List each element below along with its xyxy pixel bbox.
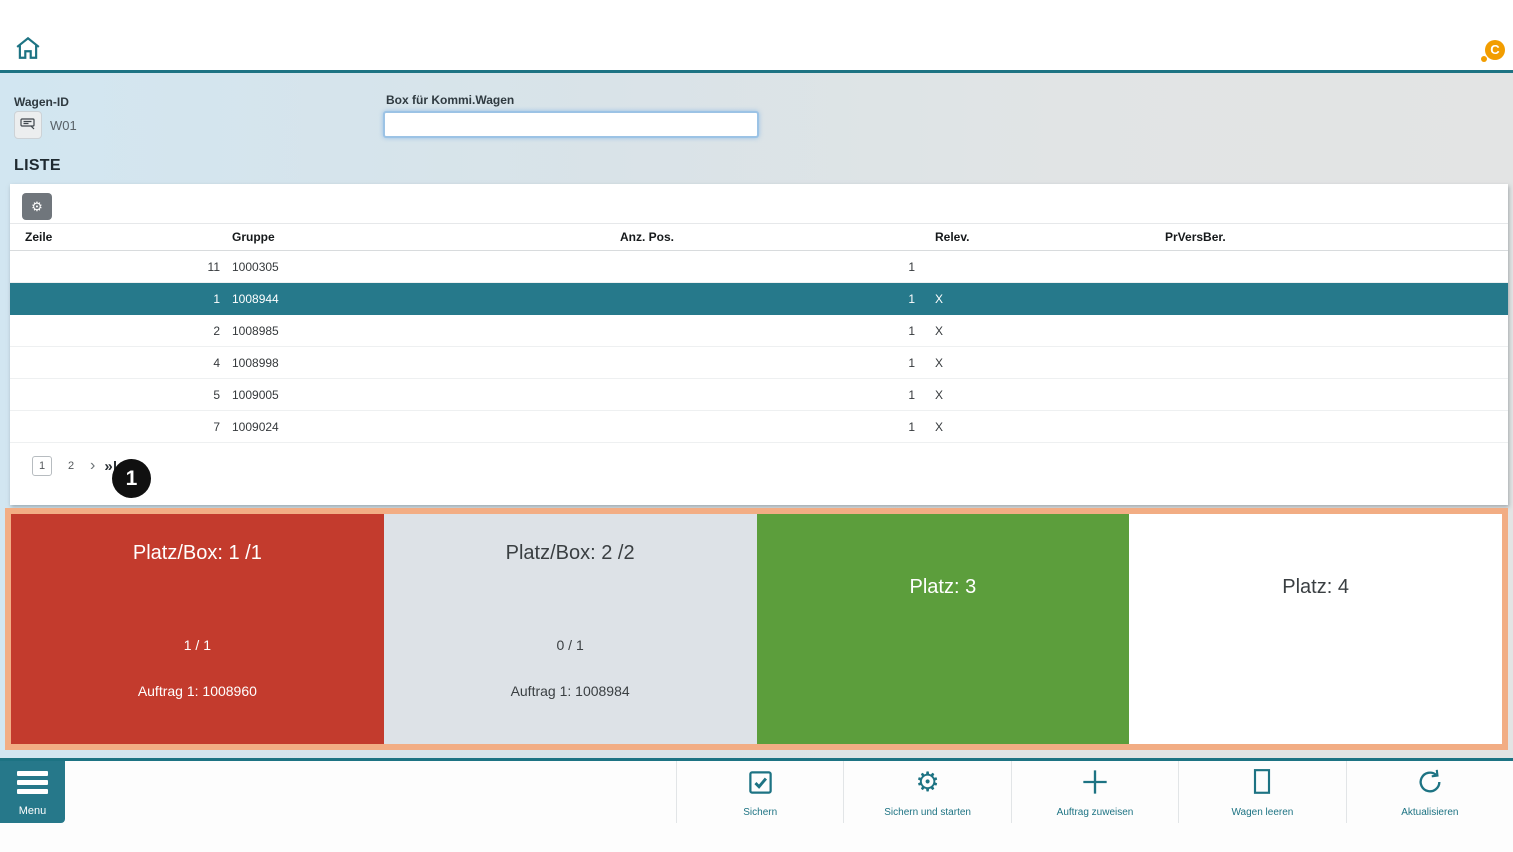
cell-zeile: 2 (213, 323, 220, 338)
list-table-panel: ⚙ Zeile Gruppe Anz. Pos. Relev. PrVersBe… (10, 184, 1508, 505)
cell-anz-pos: 1 (908, 291, 915, 306)
column-header-prversber[interactable]: PrVersBer. (1165, 230, 1226, 244)
hamburger-icon (17, 771, 48, 798)
table-row[interactable]: 11 1000305 1 (10, 251, 1508, 283)
cell-zeile: 7 (213, 419, 220, 434)
cell-relev: X (935, 355, 944, 370)
cell-anz-pos: 1 (908, 259, 915, 274)
slots-container: Platz/Box: 1 /1 1 / 1 Auftrag 1: 1008960… (5, 508, 1508, 750)
slot-auftrag: Auftrag 1: 1008960 (137, 683, 257, 699)
cell-zeile: 5 (213, 387, 220, 402)
home-button[interactable] (14, 36, 42, 62)
home-icon (15, 36, 41, 63)
last-page-icon[interactable]: » (104, 458, 116, 475)
list-title: LISTE (14, 157, 61, 174)
wagen-leeren-button[interactable]: Wagen leeren (1178, 761, 1345, 823)
action-button-group: Sichern ⚙ Sichern und starten Auftrag zu… (676, 761, 1513, 823)
auftrag-zuweisen-button[interactable]: Auftrag zuweisen (1010, 761, 1178, 823)
slot-title: Platz: 4 (1282, 576, 1349, 598)
logo-c-icon: C (1485, 40, 1505, 60)
table-settings-button[interactable]: ⚙ (22, 193, 52, 220)
cell-zeile: 1 (213, 291, 220, 306)
gear-icon: ⚙ (915, 767, 940, 797)
slot-platz-4[interactable]: Platz: 4 (1129, 514, 1502, 744)
slot-progress: 1 / 1 (183, 637, 211, 653)
cell-relev: X (935, 419, 944, 434)
cell-gruppe: 1000305 (232, 259, 279, 274)
slot-auftrag: Auftrag 1: 1008984 (510, 683, 630, 699)
next-page-icon[interactable]: › (90, 457, 96, 474)
cell-zeile: 4 (213, 355, 220, 370)
cell-gruppe: 1008985 (232, 323, 279, 338)
brand-logo: C (1481, 40, 1505, 62)
pagination: 1 2 › » (32, 456, 1508, 476)
page-2-button[interactable]: 2 (61, 456, 81, 476)
refresh-icon (1416, 766, 1444, 798)
logo-dot-icon (1481, 56, 1487, 62)
cell-anz-pos: 1 (908, 323, 915, 338)
table-row[interactable]: 2 1008985 1 X (10, 315, 1508, 347)
sichern-und-starten-button[interactable]: ⚙ Sichern und starten (843, 761, 1010, 823)
cell-gruppe: 1008998 (232, 355, 279, 370)
cell-anz-pos: 1 (908, 387, 915, 402)
menu-label: Menu (18, 805, 47, 817)
table-toolbar: ⚙ (10, 184, 1508, 224)
scanner-icon (20, 117, 36, 133)
table-row[interactable]: 4 1008998 1 X (10, 347, 1508, 379)
sichern-button[interactable]: Sichern (676, 761, 843, 823)
table-row[interactable]: 7 1009024 1 X (10, 411, 1508, 443)
bottom-toolbar: Menu Sichern ⚙ Sichern und starten (0, 758, 1513, 852)
empty-box-icon (1250, 766, 1274, 798)
table-header-row: Zeile Gruppe Anz. Pos. Relev. PrVersBer. (10, 224, 1508, 251)
cell-anz-pos: 1 (908, 355, 915, 370)
cell-anz-pos: 1 (908, 419, 915, 434)
top-bar: C (0, 0, 1513, 70)
slot-title: Platz/Box: 1 /1 (132, 542, 262, 564)
table-row-selected[interactable]: 1 1008944 1 X (10, 283, 1508, 315)
box-input[interactable] (383, 111, 759, 138)
table-row[interactable]: 5 1009005 1 X (10, 379, 1508, 411)
wagen-id-value: W01 (50, 118, 77, 133)
column-header-gruppe[interactable]: Gruppe (232, 230, 275, 244)
wagen-id-label: Wagen-ID (14, 95, 69, 109)
cell-gruppe: 1009005 (232, 387, 279, 402)
slot-platz-box-1[interactable]: Platz/Box: 1 /1 1 / 1 Auftrag 1: 1008960 (11, 514, 384, 744)
column-header-relev[interactable]: Relev. (935, 230, 970, 244)
aktualisieren-button[interactable]: Aktualisieren (1345, 761, 1513, 823)
accent-divider (0, 70, 1513, 73)
cell-relev: X (935, 323, 944, 338)
cell-relev: X (935, 291, 944, 306)
cell-zeile: 11 (207, 259, 220, 274)
checkbox-check-icon (747, 766, 774, 798)
annotation-step-badge: 1 (112, 459, 151, 498)
column-header-anz-pos[interactable]: Anz. Pos. (620, 230, 675, 244)
plus-icon (1081, 766, 1109, 798)
wagen-id-scan-button[interactable] (14, 111, 42, 139)
page-1-button[interactable]: 1 (32, 456, 52, 476)
slot-title: Platz/Box: 2 /2 (505, 542, 635, 564)
cell-gruppe: 1008944 (232, 291, 279, 306)
box-label: Box für Kommi.Wagen (386, 93, 515, 107)
gear-icon: ⚙ (31, 199, 43, 214)
cell-gruppe: 1009024 (232, 419, 279, 434)
cell-relev: X (935, 387, 944, 402)
slot-platz-box-2[interactable]: Platz/Box: 2 /2 0 / 1 Auftrag 1: 1008984 (383, 514, 757, 744)
menu-button[interactable]: Menu (0, 761, 65, 823)
slot-platz-3[interactable]: Platz: 3 (756, 514, 1130, 744)
slot-progress: 0 / 1 (556, 637, 584, 653)
slot-title: Platz: 3 (909, 576, 977, 598)
column-header-zeile[interactable]: Zeile (25, 230, 53, 244)
